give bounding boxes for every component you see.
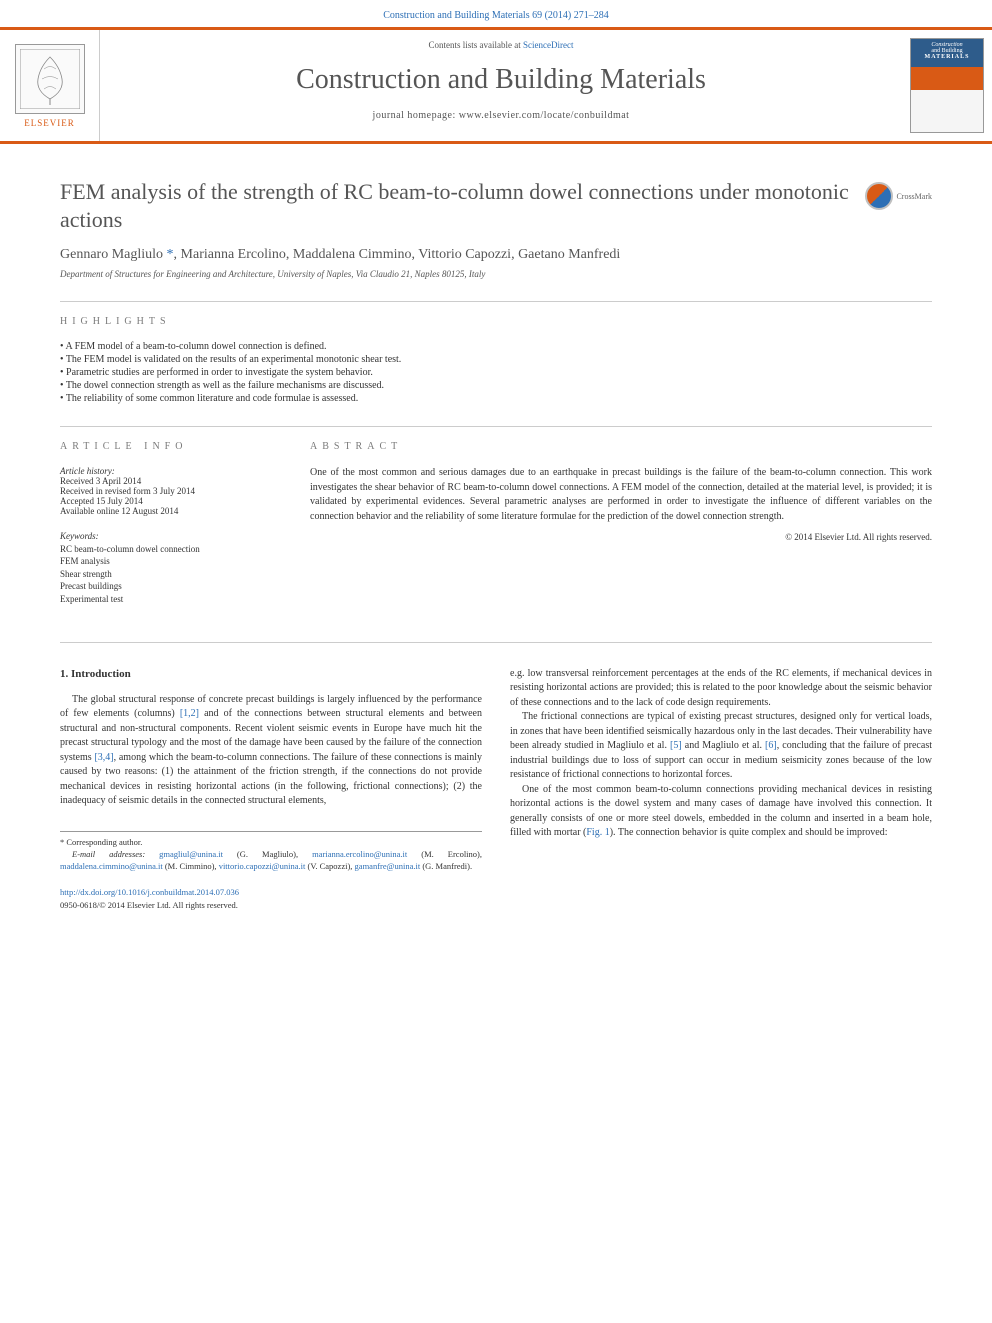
divider: [60, 642, 932, 643]
para-text: , among which the beam-to-column connect…: [60, 752, 482, 807]
issn-line: 0950-0618/© 2014 Elsevier Ltd. All right…: [60, 899, 482, 911]
email-link[interactable]: vittorio.capozzi@unina.it: [219, 861, 306, 871]
journal-cover[interactable]: Construction and Building MATERIALS: [902, 30, 992, 141]
email-paren: (G. Manfredi).: [420, 861, 472, 871]
doi-block: http://dx.doi.org/10.1016/j.conbuildmat.…: [60, 886, 482, 911]
authors-rest[interactable]: , Marianna Ercolino, Maddalena Cimmino, …: [174, 247, 621, 262]
abstract: ABSTRACT One of the most common and seri…: [310, 441, 932, 620]
history-head: Article history:: [60, 466, 280, 476]
emails-label: E-mail addresses:: [72, 849, 159, 859]
keyword: Precast buildings: [60, 580, 280, 593]
abstract-copyright: © 2014 Elsevier Ltd. All rights reserved…: [310, 532, 932, 542]
header-center: Contents lists available at ScienceDirec…: [100, 30, 902, 141]
journal-name: Construction and Building Materials: [100, 64, 902, 96]
para-text: e.g. low transversal reinforcement perce…: [510, 667, 932, 711]
doi-link[interactable]: http://dx.doi.org/10.1016/j.conbuildmat.…: [60, 886, 482, 898]
crossmark-icon: [865, 182, 893, 210]
emails-line: E-mail addresses: gmagliul@unina.it (G. …: [60, 848, 482, 873]
info-abstract-row: ARTICLE INFO Article history: Received 3…: [60, 441, 932, 620]
keywords-block: Keywords: RC beam-to-column dowel connec…: [60, 530, 280, 606]
highlight-item: The reliability of some common literatur…: [60, 393, 932, 404]
authors-line: Gennaro Magliulo *, Marianna Ercolino, M…: [60, 247, 932, 263]
ref-link[interactable]: [3,4]: [94, 752, 113, 763]
email-link[interactable]: maddalena.cimmino@unina.it: [60, 861, 163, 871]
article-info: ARTICLE INFO Article history: Received 3…: [60, 441, 280, 620]
email-paren: (V. Capozzi),: [305, 861, 354, 871]
cover-line-3: MATERIALS: [925, 54, 970, 60]
ref-link[interactable]: [6]: [765, 740, 777, 751]
contents-available-line: Contents lists available at ScienceDirec…: [100, 40, 902, 50]
abstract-text: One of the most common and serious damag…: [310, 466, 932, 524]
affiliation: Department of Structures for Engineering…: [60, 269, 932, 279]
crossmark-badge[interactable]: CrossMark: [865, 182, 932, 210]
highlight-item: A FEM model of a beam-to-column dowel co…: [60, 341, 932, 352]
section-heading: 1. Introduction: [60, 667, 482, 683]
corresponding-note: * Corresponding author.: [60, 836, 482, 848]
email-link[interactable]: marianna.ercolino@unina.it: [312, 849, 407, 859]
footnotes: * Corresponding author. E-mail addresses…: [60, 831, 482, 873]
keyword: Shear strength: [60, 568, 280, 581]
article-title: FEM analysis of the strength of RC beam-…: [60, 178, 853, 233]
journal-crumb[interactable]: Construction and Building Materials 69 (…: [0, 0, 992, 27]
divider: [60, 301, 932, 302]
body-columns: 1. Introduction The global structural re…: [60, 667, 932, 912]
highlight-item: The dowel connection strength as well as…: [60, 380, 932, 391]
ref-link[interactable]: [5]: [670, 740, 682, 751]
divider: [60, 426, 932, 427]
email-paren: (M. Cimmino),: [163, 861, 219, 871]
keyword: Experimental test: [60, 593, 280, 606]
body-column-right: e.g. low transversal reinforcement perce…: [510, 667, 932, 912]
article-content: FEM analysis of the strength of RC beam-…: [0, 144, 992, 931]
cover-thumbnail: Construction and Building MATERIALS: [910, 38, 984, 133]
history-block: Article history: Received 3 April 2014 R…: [60, 466, 280, 516]
highlights-label: HIGHLIGHTS: [60, 316, 932, 327]
elsevier-logo[interactable]: ELSEVIER: [0, 30, 100, 141]
history-line: Received in revised form 3 July 2014: [60, 486, 280, 496]
highlight-item: The FEM model is validated on the result…: [60, 354, 932, 365]
highlight-item: Parametric studies are performed in orde…: [60, 367, 932, 378]
email-paren: (M. Ercolino),: [407, 849, 482, 859]
sciencedirect-link[interactable]: ScienceDirect: [523, 40, 573, 50]
ref-link[interactable]: [1,2]: [180, 708, 199, 719]
history-line: Accepted 15 July 2014: [60, 496, 280, 506]
article-info-label: ARTICLE INFO: [60, 441, 280, 452]
email-paren: (G. Magliulo),: [223, 849, 312, 859]
para-text: ). The connection behavior is quite comp…: [610, 827, 888, 838]
body-column-left: 1. Introduction The global structural re…: [60, 667, 482, 912]
history-line: Available online 12 August 2014: [60, 506, 280, 516]
email-link[interactable]: gmagliul@unina.it: [159, 849, 223, 859]
contents-prefix: Contents lists available at: [429, 40, 523, 50]
author-first[interactable]: Gennaro Magliulo: [60, 247, 163, 262]
crossmark-label: CrossMark: [896, 192, 932, 201]
history-line: Received 3 April 2014: [60, 476, 280, 486]
abstract-label: ABSTRACT: [310, 441, 932, 452]
keyword: RC beam-to-column dowel connection: [60, 543, 280, 556]
elsevier-wordmark: ELSEVIER: [24, 118, 75, 128]
highlights-list: A FEM model of a beam-to-column dowel co…: [60, 341, 932, 404]
para-text: and Magliulo et al.: [682, 740, 765, 751]
journal-header: ELSEVIER Contents lists available at Sci…: [0, 27, 992, 144]
corresponding-asterisk: *: [163, 247, 174, 262]
title-row: FEM analysis of the strength of RC beam-…: [60, 178, 932, 233]
keywords-head: Keywords:: [60, 530, 280, 543]
email-link[interactable]: gamanfre@unina.it: [355, 861, 421, 871]
fig-link[interactable]: Fig. 1: [586, 827, 609, 838]
elsevier-tree-icon: [15, 44, 85, 114]
keyword: FEM analysis: [60, 555, 280, 568]
journal-homepage[interactable]: journal homepage: www.elsevier.com/locat…: [100, 110, 902, 121]
